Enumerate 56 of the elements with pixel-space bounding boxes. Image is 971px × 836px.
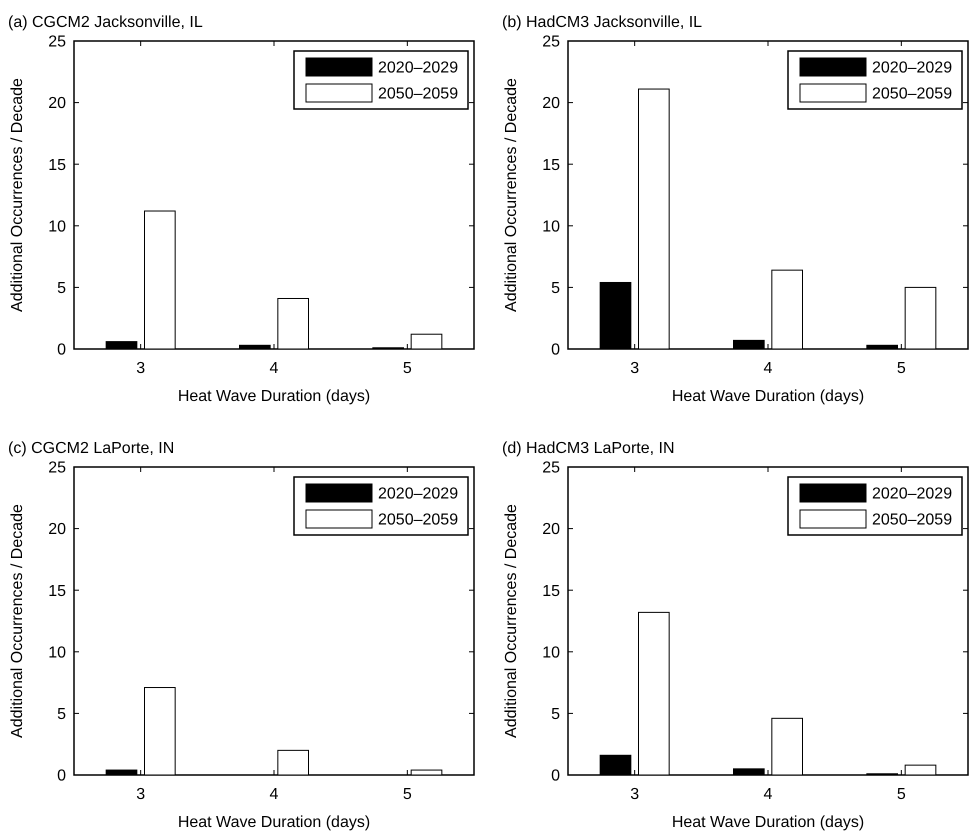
- chart-title: (a) CGCM2 Jacksonville, IL: [8, 14, 203, 31]
- legend-label: 2020–2029: [378, 486, 458, 503]
- chart-title: (d) HadCM3 LaPorte, IN: [502, 440, 675, 457]
- legend-label: 2020–2029: [872, 60, 952, 77]
- x-tick-label: 5: [402, 786, 412, 803]
- y-tick-label: 25: [542, 460, 560, 477]
- y-tick-label: 10: [542, 218, 560, 236]
- y-tick-label: 5: [57, 706, 66, 723]
- y-tick-label: 5: [551, 280, 560, 297]
- legend-label: 2020–2029: [378, 60, 458, 77]
- y-axis-title: Additional Occurrences / Decade: [503, 504, 520, 738]
- y-tick-label: 25: [542, 34, 560, 51]
- x-axis-title: Heat Wave Duration (days): [178, 388, 370, 405]
- x-axis-title: Heat Wave Duration (days): [178, 814, 370, 831]
- y-tick-label: 5: [57, 280, 66, 297]
- y-tick-label: 10: [48, 644, 66, 662]
- y-tick-label: 15: [542, 156, 560, 174]
- y-tick-label: 20: [48, 95, 66, 112]
- y-tick-label: 15: [48, 582, 66, 600]
- y-axis-title: Additional Occurrences / Decade: [503, 78, 520, 312]
- y-tick-label: 25: [48, 34, 66, 51]
- x-tick-label: 4: [764, 360, 773, 377]
- y-tick-label: 0: [57, 342, 66, 359]
- legend-label: 2050–2059: [378, 86, 458, 103]
- x-tick-label: 5: [402, 360, 412, 377]
- y-tick-label: 0: [57, 768, 66, 785]
- x-tick-label: 4: [270, 786, 279, 803]
- y-tick-label: 10: [542, 644, 560, 662]
- y-tick-label: 15: [48, 156, 66, 174]
- x-tick-label: 3: [630, 360, 640, 377]
- y-tick-label: 10: [48, 218, 66, 236]
- legend-label: 2050–2059: [872, 86, 952, 103]
- chart-title: (c) CGCM2 LaPorte, IN: [8, 440, 174, 457]
- x-tick-label: 5: [896, 360, 906, 377]
- chart-title: (b) HadCM3 Jacksonville, IL: [502, 14, 702, 31]
- y-tick-label: 20: [48, 521, 66, 538]
- y-tick-label: 20: [542, 95, 560, 112]
- x-tick-label: 3: [136, 786, 146, 803]
- x-tick-label: 4: [764, 786, 773, 803]
- legend-label: 2050–2059: [872, 512, 952, 529]
- x-axis-title: Heat Wave Duration (days): [672, 814, 864, 831]
- legend-label: 2050–2059: [378, 512, 458, 529]
- y-tick-label: 0: [551, 768, 560, 785]
- legend-label: 2020–2029: [872, 486, 952, 503]
- x-tick-label: 3: [136, 360, 146, 377]
- y-axis-title: Additional Occurrences / Decade: [9, 504, 26, 738]
- x-axis-title: Heat Wave Duration (days): [672, 388, 864, 405]
- y-tick-label: 5: [551, 706, 560, 723]
- y-tick-label: 15: [542, 582, 560, 600]
- x-tick-label: 4: [270, 360, 279, 377]
- y-tick-label: 20: [542, 521, 560, 538]
- y-tick-label: 25: [48, 460, 66, 477]
- x-tick-label: 3: [630, 786, 640, 803]
- y-tick-label: 0: [551, 342, 560, 359]
- y-axis-title: Additional Occurrences / Decade: [9, 78, 26, 312]
- x-tick-label: 5: [896, 786, 906, 803]
